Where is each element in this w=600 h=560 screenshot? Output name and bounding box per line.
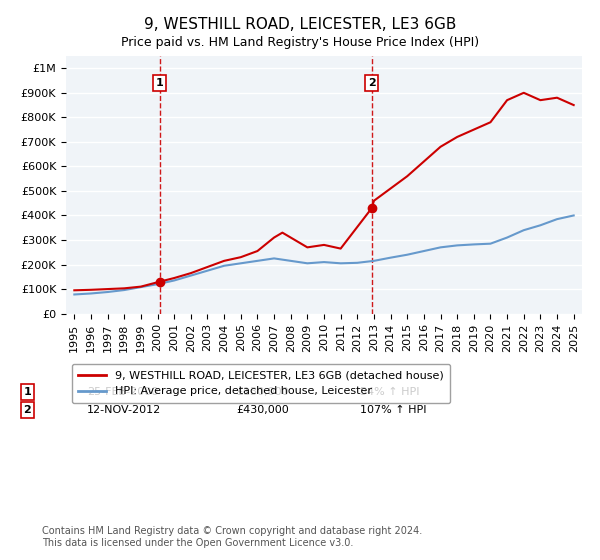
Text: 2: 2: [368, 78, 376, 88]
Text: Contains HM Land Registry data © Crown copyright and database right 2024.
This d: Contains HM Land Registry data © Crown c…: [42, 526, 422, 548]
Legend: 9, WESTHILL ROAD, LEICESTER, LE3 6GB (detached house), HPI: Average price, detac: 9, WESTHILL ROAD, LEICESTER, LE3 6GB (de…: [71, 364, 451, 403]
Text: 25-FEB-2000: 25-FEB-2000: [86, 387, 158, 397]
Text: £430,000: £430,000: [236, 405, 289, 415]
Text: 54% ↑ HPI: 54% ↑ HPI: [360, 387, 419, 397]
Text: 107% ↑ HPI: 107% ↑ HPI: [360, 405, 427, 415]
Text: £130,000: £130,000: [236, 387, 289, 397]
Text: Price paid vs. HM Land Registry's House Price Index (HPI): Price paid vs. HM Land Registry's House …: [121, 36, 479, 49]
Text: 2: 2: [23, 405, 31, 415]
Text: 1: 1: [155, 78, 163, 88]
Text: 9, WESTHILL ROAD, LEICESTER, LE3 6GB: 9, WESTHILL ROAD, LEICESTER, LE3 6GB: [144, 17, 456, 32]
Text: 1: 1: [23, 387, 31, 397]
Text: 12-NOV-2012: 12-NOV-2012: [86, 405, 161, 415]
